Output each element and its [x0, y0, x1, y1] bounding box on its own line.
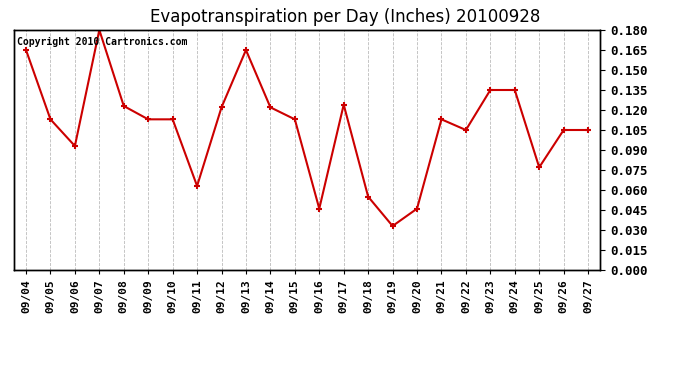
Text: Evapotranspiration per Day (Inches) 20100928: Evapotranspiration per Day (Inches) 2010… — [150, 8, 540, 26]
Text: Copyright 2010 Cartronics.com: Copyright 2010 Cartronics.com — [17, 37, 187, 47]
